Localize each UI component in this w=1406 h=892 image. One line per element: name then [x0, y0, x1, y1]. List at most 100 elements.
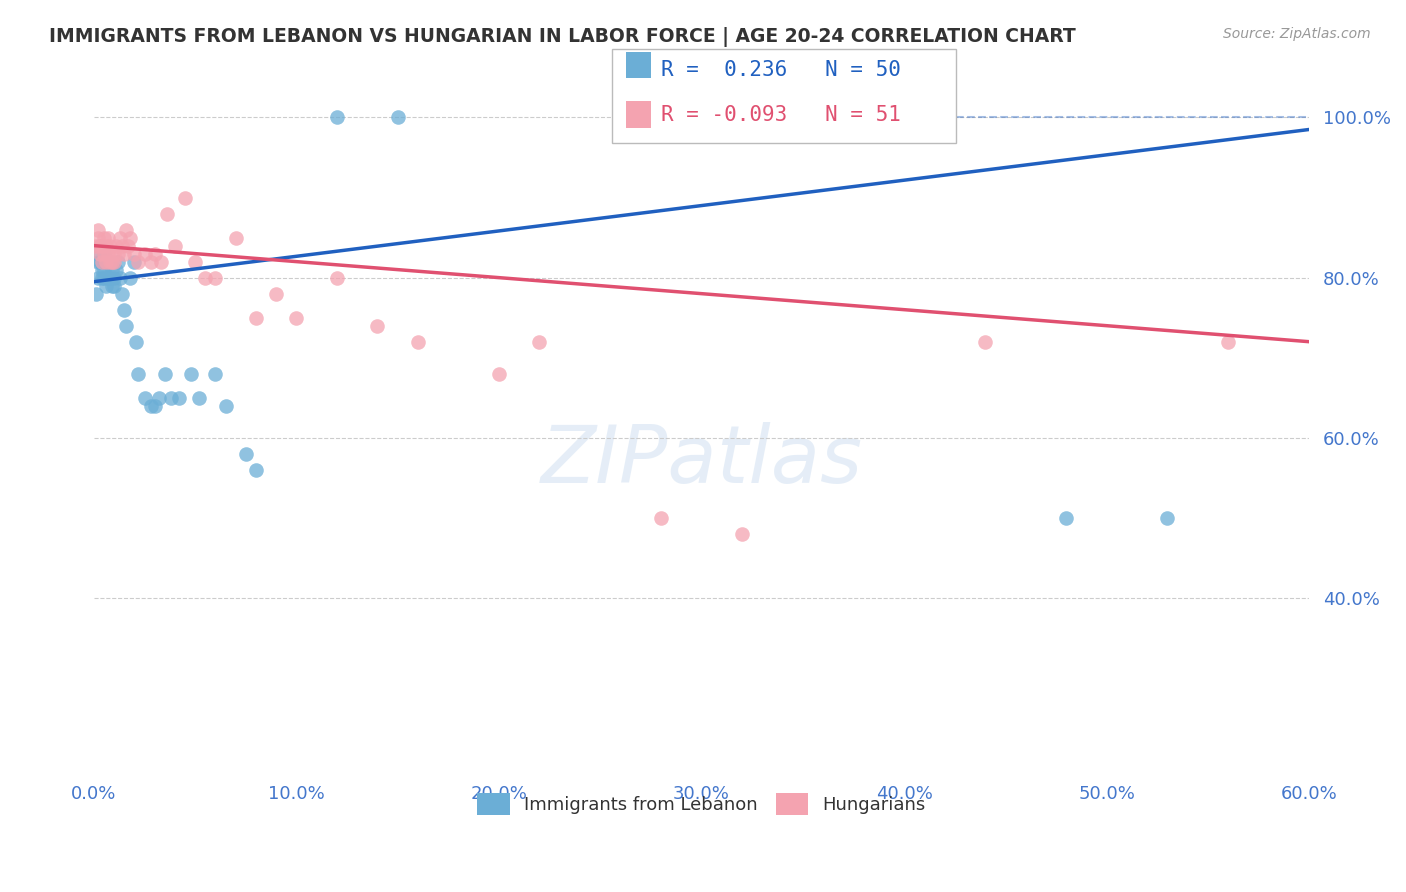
Point — [139, 399, 162, 413]
Point — [98, 270, 121, 285]
Point — [93, 262, 115, 277]
Point — [87, 230, 110, 244]
Point — [89, 238, 111, 252]
Point — [124, 246, 146, 260]
Point — [1216, 334, 1239, 349]
Point — [91, 238, 114, 252]
Point — [326, 111, 349, 125]
Point — [93, 254, 115, 268]
Point — [148, 391, 170, 405]
Point — [285, 310, 308, 325]
Point — [160, 391, 183, 405]
Point — [105, 238, 128, 252]
Point — [93, 246, 115, 260]
Point — [98, 254, 121, 268]
Point — [110, 230, 132, 244]
Text: R =  0.236   N = 50: R = 0.236 N = 50 — [661, 60, 901, 79]
Point — [101, 254, 124, 268]
Point — [115, 222, 138, 236]
Point — [167, 391, 190, 405]
Point — [103, 246, 125, 260]
Point — [97, 230, 120, 244]
Point — [143, 399, 166, 413]
Point — [184, 254, 207, 268]
Point — [97, 270, 120, 285]
Point — [93, 246, 115, 260]
Point — [112, 302, 135, 317]
Point — [97, 246, 120, 260]
Point — [1054, 511, 1077, 525]
Point — [120, 230, 142, 244]
Point — [245, 310, 267, 325]
Point — [529, 334, 551, 349]
Point — [731, 527, 754, 541]
Point — [103, 270, 125, 285]
Point — [103, 254, 125, 268]
Point — [194, 270, 217, 285]
Point — [127, 367, 149, 381]
Point — [188, 391, 211, 405]
Point — [101, 262, 124, 277]
Point — [111, 238, 134, 252]
Text: Source: ZipAtlas.com: Source: ZipAtlas.com — [1223, 27, 1371, 41]
Point — [134, 246, 156, 260]
Point — [488, 367, 510, 381]
Point — [143, 246, 166, 260]
Point — [89, 246, 111, 260]
Point — [127, 254, 149, 268]
Point — [112, 246, 135, 260]
Point — [204, 270, 226, 285]
Point — [87, 254, 110, 268]
Point — [97, 254, 120, 268]
Point — [89, 254, 111, 268]
Point — [204, 367, 226, 381]
Point — [387, 111, 409, 125]
Legend: Immigrants from Lebanon, Hungarians: Immigrants from Lebanon, Hungarians — [468, 784, 935, 824]
Point — [91, 254, 114, 268]
Point — [98, 254, 121, 268]
Point — [101, 278, 124, 293]
Point — [91, 254, 114, 268]
Point — [84, 238, 107, 252]
Point — [93, 270, 115, 285]
Point — [103, 278, 125, 293]
Point — [117, 238, 139, 252]
Point — [87, 270, 110, 285]
Point — [134, 391, 156, 405]
Point — [91, 270, 114, 285]
Point — [115, 318, 138, 333]
Point — [225, 230, 247, 244]
Point — [180, 367, 202, 381]
Point — [94, 278, 117, 293]
Point — [366, 318, 388, 333]
Point — [93, 230, 115, 244]
Point — [87, 222, 110, 236]
Point — [174, 190, 197, 204]
Point — [245, 463, 267, 477]
Point — [120, 270, 142, 285]
Point — [406, 334, 429, 349]
Text: R = -0.093   N = 51: R = -0.093 N = 51 — [661, 105, 901, 125]
Point — [110, 270, 132, 285]
Point — [94, 254, 117, 268]
Text: IMMIGRANTS FROM LEBANON VS HUNGARIAN IN LABOR FORCE | AGE 20-24 CORRELATION CHAR: IMMIGRANTS FROM LEBANON VS HUNGARIAN IN … — [49, 27, 1076, 46]
Point — [264, 286, 287, 301]
Point — [156, 206, 179, 220]
Point — [153, 367, 176, 381]
Point — [1156, 511, 1178, 525]
Point — [163, 238, 186, 252]
Point — [124, 254, 146, 268]
Point — [974, 334, 997, 349]
Point — [149, 254, 172, 268]
Point — [89, 246, 111, 260]
Point — [125, 334, 148, 349]
Point — [105, 262, 128, 277]
Point — [84, 286, 107, 301]
Point — [98, 238, 121, 252]
Point — [111, 286, 134, 301]
Point — [107, 254, 129, 268]
Point — [650, 511, 672, 525]
Point — [235, 447, 257, 461]
Point — [94, 238, 117, 252]
Point — [89, 238, 111, 252]
